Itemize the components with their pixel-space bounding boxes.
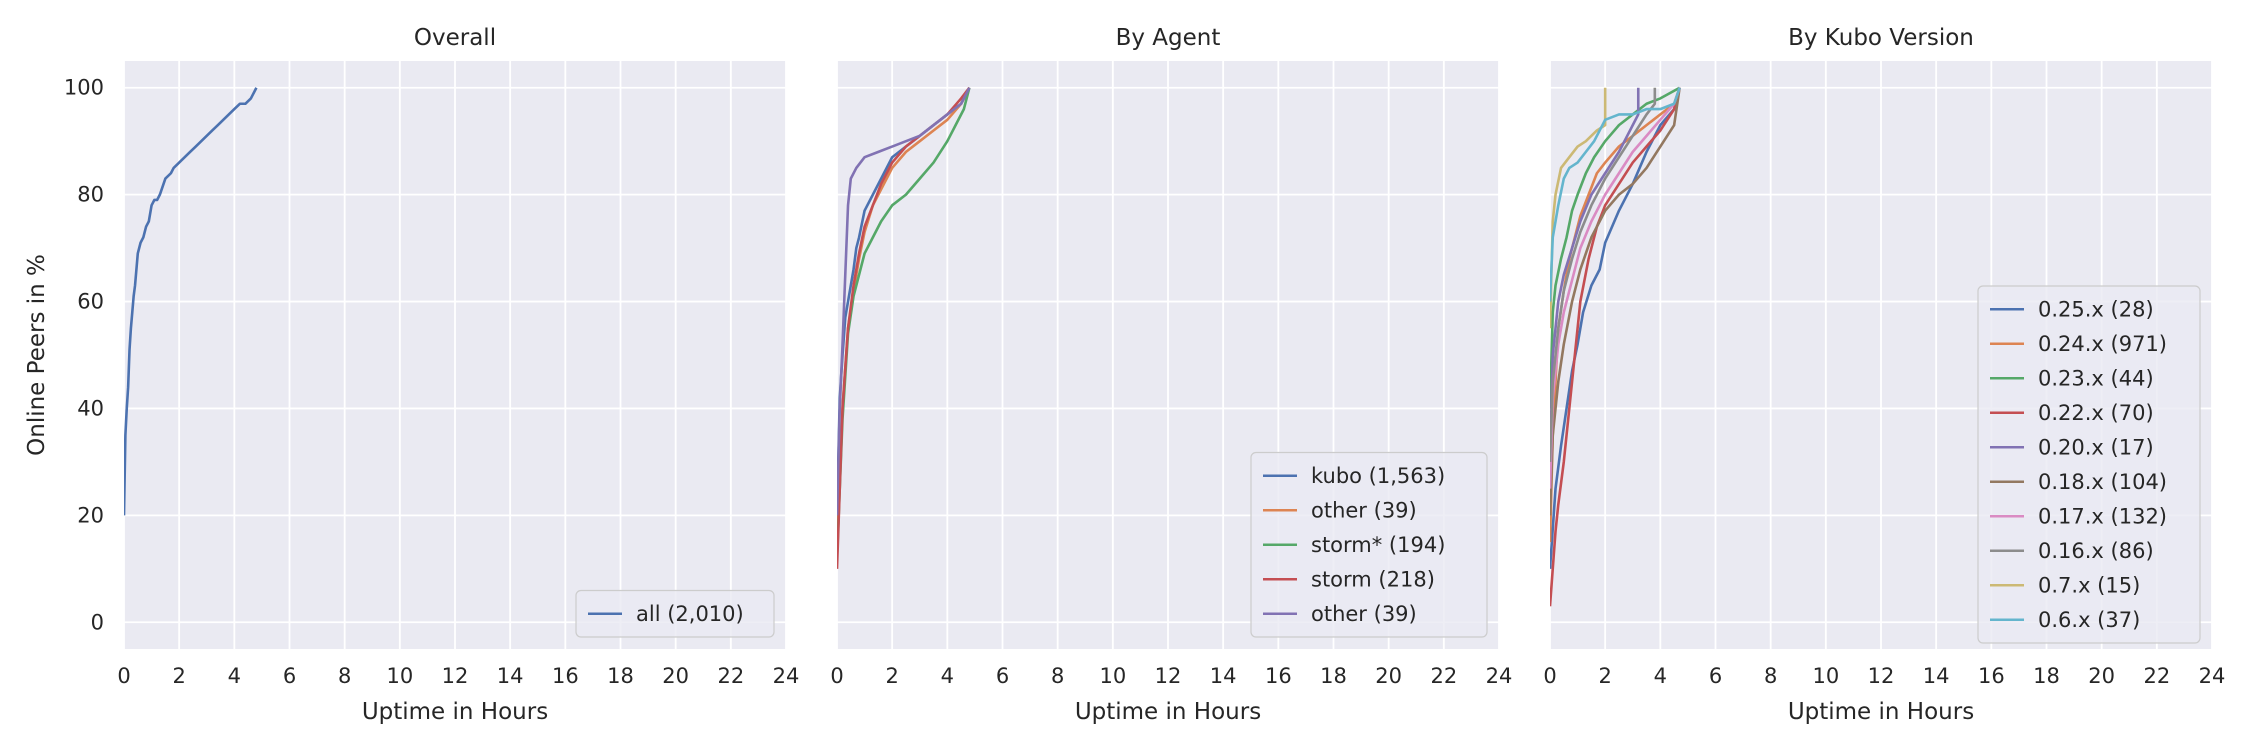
x-tick-label: 10: [1812, 664, 1839, 688]
legend: kubo (1,563) other (39) storm* (194) storm …: [1250, 451, 1488, 638]
legend-label: 0.7.x (15): [2038, 573, 2140, 597]
x-tick-label: 12: [442, 664, 469, 688]
legend-label: 0.23.x (44): [2038, 366, 2154, 390]
legend-box: [575, 589, 775, 638]
x-tick-label: 12: [1868, 664, 1895, 688]
x-tick-label: 4: [228, 664, 241, 688]
series-line-5: [837, 87, 971, 516]
legend-label: kubo (1,563): [1311, 464, 1445, 488]
series-line-8: [1550, 87, 1657, 462]
legend-label: 0.24.x (971): [2038, 332, 2167, 356]
x-tick-label: 22: [717, 664, 744, 688]
x-tick-label: 8: [338, 664, 351, 688]
y-axis-label: Online Peers in %: [24, 254, 50, 456]
y-tick-label: 60: [77, 290, 104, 314]
legend-label: 0.16.x (86): [2038, 539, 2154, 563]
series-line-1: [124, 87, 258, 516]
x-tick-label: 24: [1486, 664, 1513, 688]
x-tick-label: 16: [552, 664, 579, 688]
x-tick-label: 22: [2143, 664, 2170, 688]
x-tick-label: 24: [773, 664, 800, 688]
chart-title: Overall: [414, 25, 496, 51]
legend-label: other (39): [1311, 602, 1417, 626]
x-tick-label: 10: [1099, 664, 1126, 688]
x-tick-label: 0: [117, 664, 130, 688]
x-tick-label: 20: [1375, 664, 1402, 688]
x-tick-label: 16: [1265, 664, 1292, 688]
series-group: [124, 87, 258, 516]
legend: all (2,010): [575, 589, 775, 638]
x-tick-label: 2: [1598, 664, 1611, 688]
series-line-7: [1550, 87, 1681, 489]
x-tick-label: 12: [1155, 664, 1182, 688]
x-tick-label: 2: [885, 664, 898, 688]
series-line-6: [1550, 87, 1681, 516]
x-tick-label: 4: [1654, 664, 1667, 688]
y-tick-label: 0: [91, 610, 104, 634]
legend-box: [1250, 451, 1488, 638]
x-tick-label: 2: [172, 664, 185, 688]
x-tick-label: 0: [830, 664, 843, 688]
legend-label: 0.18.x (104): [2038, 470, 2167, 494]
x-tick-label: 22: [1430, 664, 1457, 688]
chart-title: By Agent: [1116, 25, 1221, 51]
series-line-5: [1550, 87, 1640, 462]
legend-label: all (2,010): [636, 602, 744, 626]
x-tick-label: 6: [996, 664, 1009, 688]
legend-label: storm (218): [1311, 567, 1435, 591]
x-tick-label: 18: [1320, 664, 1347, 688]
legend-box: [1977, 285, 2201, 644]
series-line-3: [1550, 86, 1681, 409]
x-tick-label: 10: [386, 664, 413, 688]
x-tick-label: 6: [1709, 664, 1722, 688]
y-tick-label: 100: [64, 76, 104, 100]
x-tick-label: 14: [1210, 664, 1237, 688]
x-tick-label: 20: [2088, 664, 2115, 688]
x-tick-label: 4: [941, 664, 954, 688]
x-tick-label: 24: [2199, 664, 2226, 688]
legend-label: 0.6.x (37): [2038, 608, 2140, 632]
x-axis-label: Uptime in Hours: [1788, 699, 1974, 725]
x-tick-label: 18: [2033, 664, 2060, 688]
series-group: [837, 86, 971, 569]
x-tick-label: 18: [607, 664, 634, 688]
x-axis-label: Uptime in Hours: [1075, 699, 1261, 725]
x-tick-label: 16: [1978, 664, 2005, 688]
y-tick-label: 20: [77, 503, 104, 527]
x-tick-label: 14: [1923, 664, 1950, 688]
legend-label: 0.17.x (132): [2038, 504, 2167, 528]
x-tick-label: 14: [497, 664, 524, 688]
legend-label: 0.22.x (70): [2038, 401, 2154, 425]
legend-label: storm* (194): [1311, 533, 1445, 557]
x-tick-label: 8: [1764, 664, 1777, 688]
series-group: [1550, 86, 1681, 607]
series-line-4: [1550, 87, 1681, 607]
x-tick-label: 8: [1051, 664, 1064, 688]
legend-label: other (39): [1311, 498, 1417, 522]
x-axis-label: Uptime in Hours: [362, 699, 548, 725]
series-line-10: [1550, 87, 1681, 302]
y-tick-label: 40: [77, 396, 104, 420]
x-tick-label: 0: [1543, 664, 1556, 688]
chart-title: By Kubo Version: [1788, 25, 1974, 51]
legend-label: 0.20.x (17): [2038, 435, 2154, 459]
legend-label: 0.25.x (28): [2038, 297, 2154, 321]
x-tick-label: 6: [283, 664, 296, 688]
legend: 0.25.x (28) 0.24.x (971) 0.23.x (44) 0.22.x…: [1977, 285, 2201, 644]
y-tick-label: 80: [77, 183, 104, 207]
x-tick-label: 20: [662, 664, 689, 688]
